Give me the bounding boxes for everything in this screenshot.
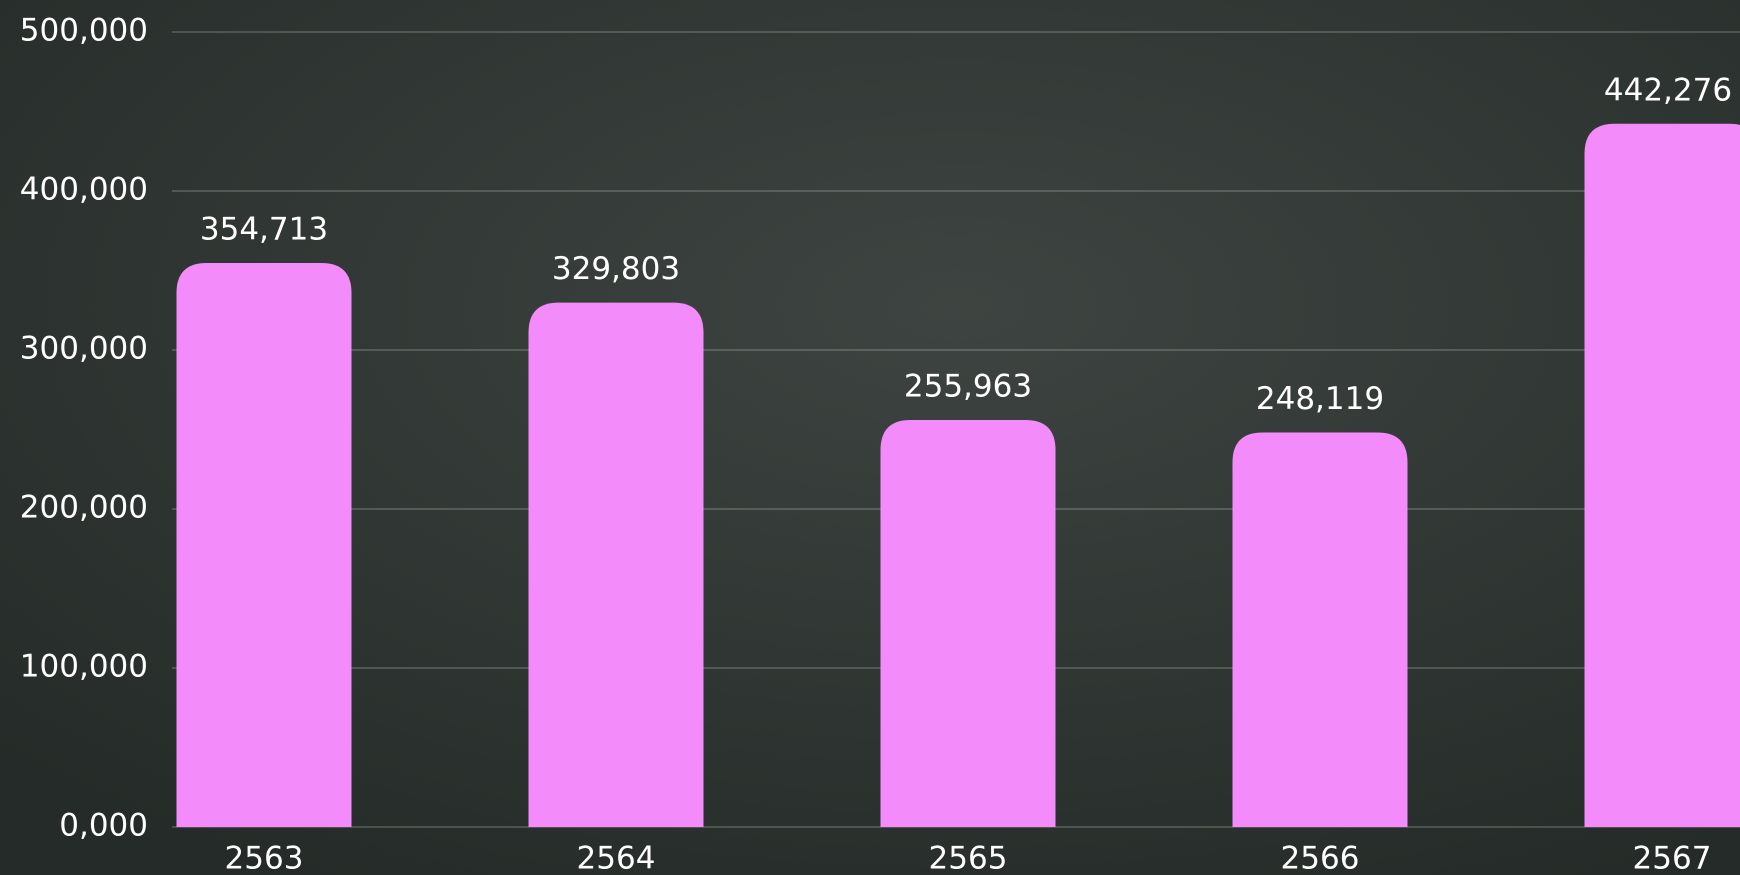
x-tick-label: 2566 (1281, 841, 1360, 875)
y-tick-label: 100,000 (20, 649, 148, 685)
bars (176, 123, 1740, 827)
bar (1584, 123, 1740, 827)
bar (1232, 432, 1408, 827)
value-label: 248,119 (1256, 381, 1384, 417)
y-tick-label: 200,000 (20, 490, 148, 526)
value-label: 442,276 (1604, 72, 1732, 108)
y-tick-label: 400,000 (20, 172, 148, 208)
value-label: 255,963 (904, 369, 1032, 405)
bar (176, 263, 352, 827)
x-tick-label: 2564 (577, 841, 656, 875)
x-tick-label: 2563 (225, 841, 304, 875)
bar (880, 420, 1056, 827)
x-tick-label: 2567 (1633, 841, 1712, 875)
x-tick-label: 2565 (929, 841, 1008, 875)
y-tick-label: 500,000 (20, 13, 148, 49)
value-label: 329,803 (552, 251, 680, 287)
y-tick-label: 0,000 (59, 808, 148, 844)
value-label: 354,713 (200, 212, 328, 248)
y-tick-label: 300,000 (20, 331, 148, 367)
bar (528, 302, 704, 827)
labels: 0,000 100,000 200,000 300,000 400,000 500,000… (20, 13, 1732, 875)
